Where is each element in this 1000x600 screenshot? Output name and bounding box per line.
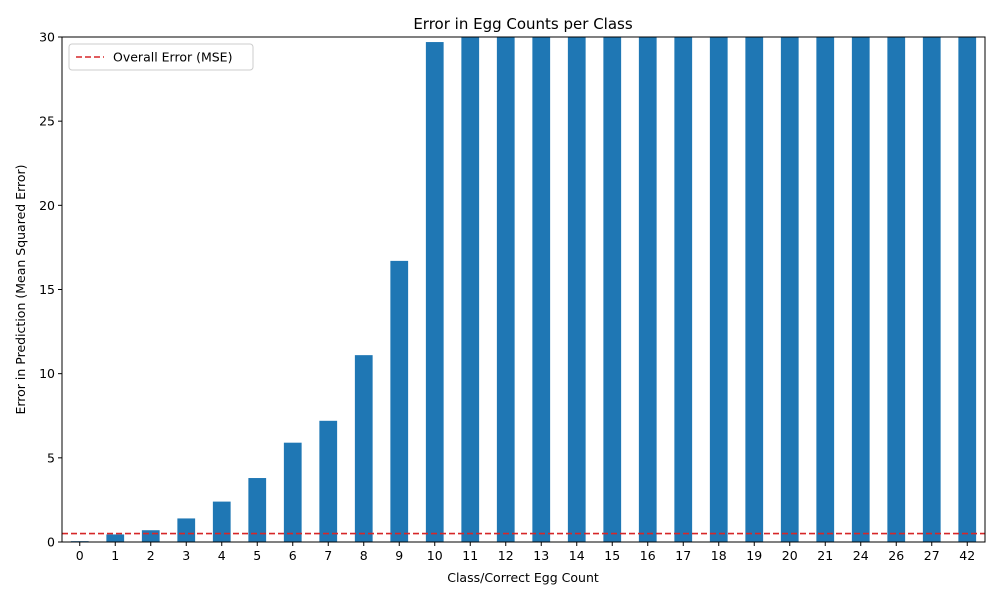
x-axis-label: Class/Correct Egg Count — [447, 570, 599, 585]
x-tick-label-19: 19 — [746, 548, 762, 563]
plot-frame — [61, 36, 986, 543]
bars-group — [70, 37, 977, 543]
y-tick-label-15: 15 — [39, 282, 55, 297]
bar-16 — [638, 37, 657, 542]
bar-1 — [106, 534, 125, 542]
x-tick-label-11: 11 — [462, 548, 478, 563]
bar-18 — [709, 37, 728, 542]
x-tick-label-7: 7 — [324, 548, 332, 563]
bar-3 — [177, 518, 196, 542]
bar-9 — [390, 260, 409, 542]
x-tick-label-1: 1 — [111, 548, 119, 563]
bar-42 — [958, 37, 977, 542]
chart-title: Error in Egg Counts per Class — [413, 15, 633, 33]
x-axis: 0 1 2 3 4 5 6 7 8 9 10 11 12 13 14 15 16 17 18 19 20 21 24 26 27… — [76, 542, 975, 563]
y-tick-label-20: 20 — [39, 198, 55, 213]
x-tick-label-0: 0 — [76, 548, 84, 563]
x-tick-label-42: 42 — [959, 548, 975, 563]
y-axis-label: Error in Prediction (Mean Squared Error) — [13, 164, 28, 414]
bar-7 — [319, 420, 338, 542]
y-tick-label-30: 30 — [39, 30, 55, 45]
bar-21 — [816, 37, 835, 542]
bar-6 — [283, 442, 302, 542]
x-tick-label-21: 21 — [817, 548, 833, 563]
bar-26 — [887, 37, 906, 542]
bar-27 — [922, 37, 941, 542]
bar-12 — [496, 37, 515, 542]
bar-13 — [532, 37, 551, 542]
bar-17 — [674, 37, 693, 542]
x-tick-label-10: 10 — [427, 548, 443, 563]
x-tick-label-17: 17 — [675, 548, 691, 563]
x-tick-label-15: 15 — [604, 548, 620, 563]
x-tick-label-13: 13 — [533, 548, 549, 563]
x-tick-label-20: 20 — [782, 548, 798, 563]
bar-8 — [354, 355, 373, 542]
legend-box — [68, 43, 254, 71]
bar-20 — [780, 37, 799, 542]
y-tick-label-25: 25 — [39, 114, 55, 129]
x-tick-label-16: 16 — [640, 548, 656, 563]
bar-4 — [212, 501, 231, 542]
x-tick-label-5: 5 — [253, 548, 261, 563]
bar-11 — [461, 37, 480, 542]
y-tick-label-5: 5 — [47, 450, 55, 465]
x-tick-label-9: 9 — [395, 548, 403, 563]
x-tick-label-12: 12 — [498, 548, 514, 563]
y-axis: 0 5 10 15 20 25 30 — [39, 30, 62, 550]
x-tick-label-14: 14 — [569, 548, 585, 563]
x-tick-label-18: 18 — [711, 548, 727, 563]
legend-label: Overall Error (MSE) — [113, 50, 232, 65]
bar-2 — [141, 530, 160, 542]
x-tick-label-8: 8 — [360, 548, 368, 563]
x-tick-label-26: 26 — [888, 548, 904, 563]
y-tick-label-10: 10 — [39, 366, 55, 381]
x-tick-label-4: 4 — [218, 548, 226, 563]
bar-19 — [745, 37, 764, 542]
bar-5 — [248, 478, 267, 542]
legend: Overall Error (MSE) — [68, 43, 254, 71]
bar-14 — [567, 37, 586, 542]
bar-15 — [603, 37, 622, 542]
x-tick-label-24: 24 — [853, 548, 869, 563]
bar-10 — [425, 42, 444, 543]
x-tick-label-2: 2 — [147, 548, 155, 563]
y-tick-label-0: 0 — [47, 535, 55, 550]
x-tick-label-6: 6 — [289, 548, 297, 563]
x-tick-label-3: 3 — [182, 548, 190, 563]
bar-24 — [851, 37, 870, 542]
x-tick-label-27: 27 — [924, 548, 940, 563]
